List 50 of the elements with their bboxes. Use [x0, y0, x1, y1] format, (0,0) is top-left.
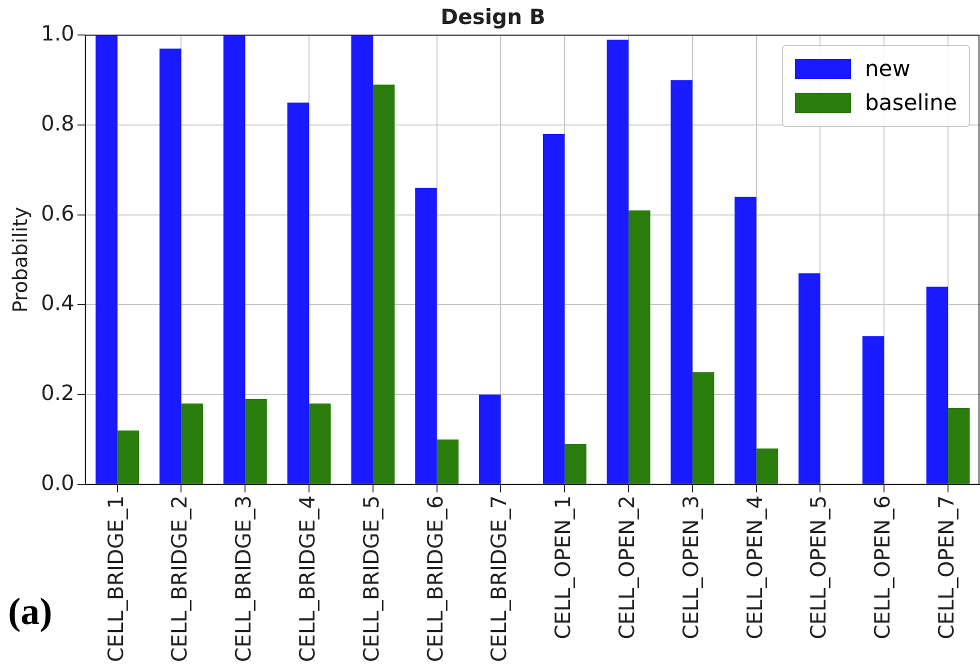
chart-title: Design B [440, 5, 546, 30]
bar [862, 336, 884, 484]
bar [309, 404, 331, 484]
bar [564, 444, 586, 484]
x-tick-label: CELL_OPEN_3 [678, 495, 703, 640]
y-tick-label: 0.2 [40, 381, 74, 406]
bar [734, 196, 756, 484]
bar [436, 439, 459, 484]
bar [542, 134, 565, 484]
bar [351, 35, 373, 484]
bar [948, 408, 970, 484]
x-tick-label: CELL_BRIDGE_6 [423, 495, 448, 662]
bar [117, 430, 140, 484]
bar [692, 372, 714, 484]
y-tick-label: 0.4 [40, 291, 74, 316]
x-tick-label: CELL_OPEN_7 [934, 495, 959, 640]
x-tick-label: CELL_BRIDGE_2 [168, 495, 192, 662]
bar [181, 404, 203, 484]
x-tick-label: CELL_BRIDGE_7 [487, 495, 512, 662]
legend-label: new [864, 56, 910, 82]
bar [160, 48, 182, 484]
x-tick-label: CELL_OPEN_5 [806, 495, 831, 640]
y-axis-title: Probability [8, 206, 32, 313]
x-tick-label: CELL_OPEN_2 [615, 495, 639, 640]
bar [96, 35, 118, 484]
bar [415, 188, 437, 484]
bar [606, 40, 629, 484]
bar [798, 273, 820, 484]
x-tick-label: CELL_BRIDGE_4 [296, 495, 320, 662]
bar [223, 35, 246, 484]
x-tick-label: CELL_OPEN_6 [870, 495, 895, 640]
x-tick-label: CELL_OPEN_4 [742, 495, 767, 640]
text: (a) [8, 590, 52, 634]
bar [245, 399, 267, 484]
y-tick-label: 0.6 [40, 201, 74, 226]
y-tick-label: 0.0 [40, 470, 74, 495]
y-tick-label: 0.8 [40, 111, 74, 136]
x-tick-label: CELL_BRIDGE_5 [359, 495, 384, 662]
x-tick-label: CELL_BRIDGE_3 [232, 495, 256, 662]
y-tick-label: 1.0 [40, 22, 74, 46]
bar [479, 394, 501, 484]
legend-label: baseline [864, 90, 957, 116]
bar [372, 84, 395, 484]
bar [756, 448, 778, 484]
bar [926, 286, 948, 484]
bar [287, 102, 310, 484]
x-tick-label: CELL_OPEN_1 [551, 495, 576, 640]
bar [628, 210, 650, 484]
x-tick-label: CELL_BRIDGE_1 [104, 495, 128, 662]
bar [670, 80, 692, 484]
